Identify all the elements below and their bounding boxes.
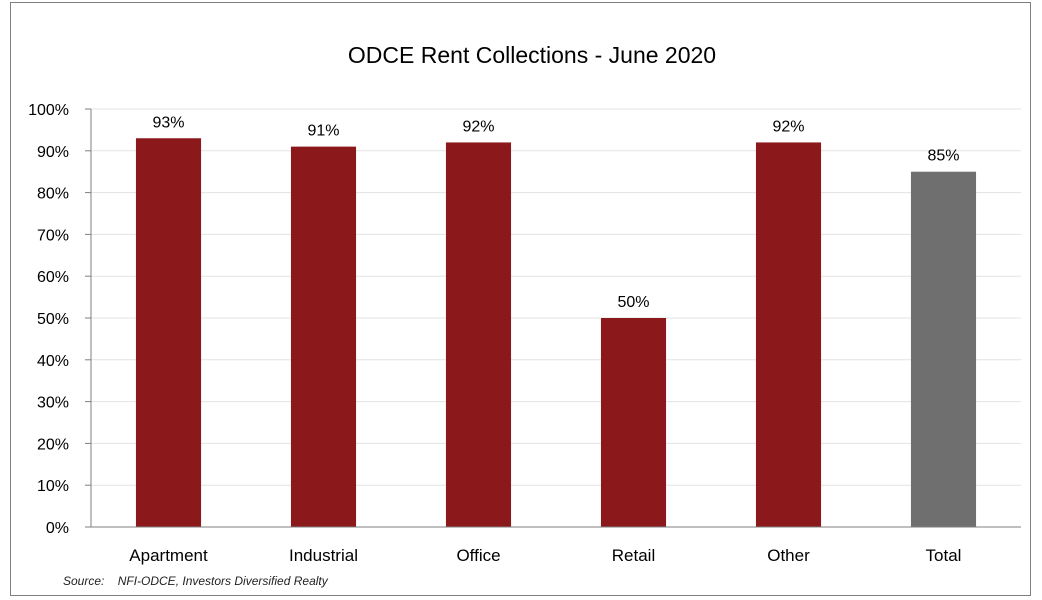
data-label-apartment: 93% bbox=[152, 114, 184, 131]
data-label-retail: 50% bbox=[617, 294, 649, 311]
y-tick-label: 0% bbox=[46, 520, 69, 537]
bars bbox=[135, 138, 977, 527]
y-tick-label: 40% bbox=[37, 353, 69, 370]
bar-industrial bbox=[290, 146, 357, 527]
bar-other bbox=[755, 142, 822, 527]
bar-chart: ODCE Rent Collections - June 2020 0% 10% 2… bbox=[28, 42, 1021, 588]
data-label-other: 92% bbox=[772, 118, 804, 135]
gridlines bbox=[91, 108, 1021, 486]
x-tick-label-industrial: Industrial bbox=[289, 546, 358, 565]
bar-retail bbox=[600, 318, 667, 527]
chart-title: ODCE Rent Collections - June 2020 bbox=[348, 42, 716, 68]
chart-frame: ODCE Rent Collections - June 2020 0% 10% 2… bbox=[10, 2, 1031, 596]
x-tick-label-retail: Retail bbox=[612, 546, 655, 565]
y-tick-label: 20% bbox=[37, 436, 69, 453]
y-tick-label: 70% bbox=[37, 227, 69, 244]
x-tick-label-office: Office bbox=[456, 546, 500, 565]
y-tick-label: 10% bbox=[37, 478, 69, 495]
bar-total bbox=[910, 171, 977, 527]
y-tick-label: 90% bbox=[37, 144, 69, 161]
y-axis: 0% 10% 20% 30% 40% 50% 60% 70% 80% 90% 100% bbox=[28, 102, 91, 537]
y-tick-label: 100% bbox=[28, 102, 69, 119]
x-tick-label-total: Total bbox=[926, 546, 962, 565]
y-tick-label: 60% bbox=[37, 269, 69, 286]
y-tick-label: 30% bbox=[37, 395, 69, 412]
bar-office bbox=[445, 142, 512, 527]
data-label-office: 92% bbox=[462, 118, 494, 135]
y-tick-label: 50% bbox=[37, 311, 69, 328]
data-label-total: 85% bbox=[927, 148, 959, 165]
x-tick-label-apartment: Apartment bbox=[129, 546, 208, 565]
data-label-industrial: 91% bbox=[307, 123, 339, 140]
source-note: Source: NFI-ODCE, Investors Diversified … bbox=[63, 574, 329, 588]
x-tick-label-other: Other bbox=[767, 546, 810, 565]
y-tick-label: 80% bbox=[37, 186, 69, 203]
data-labels: 93% 91% 92% 50% 92% 85% bbox=[152, 114, 959, 311]
x-axis: Apartment Industrial Office Retail Other Tota… bbox=[129, 546, 961, 565]
bar-apartment bbox=[135, 138, 202, 527]
